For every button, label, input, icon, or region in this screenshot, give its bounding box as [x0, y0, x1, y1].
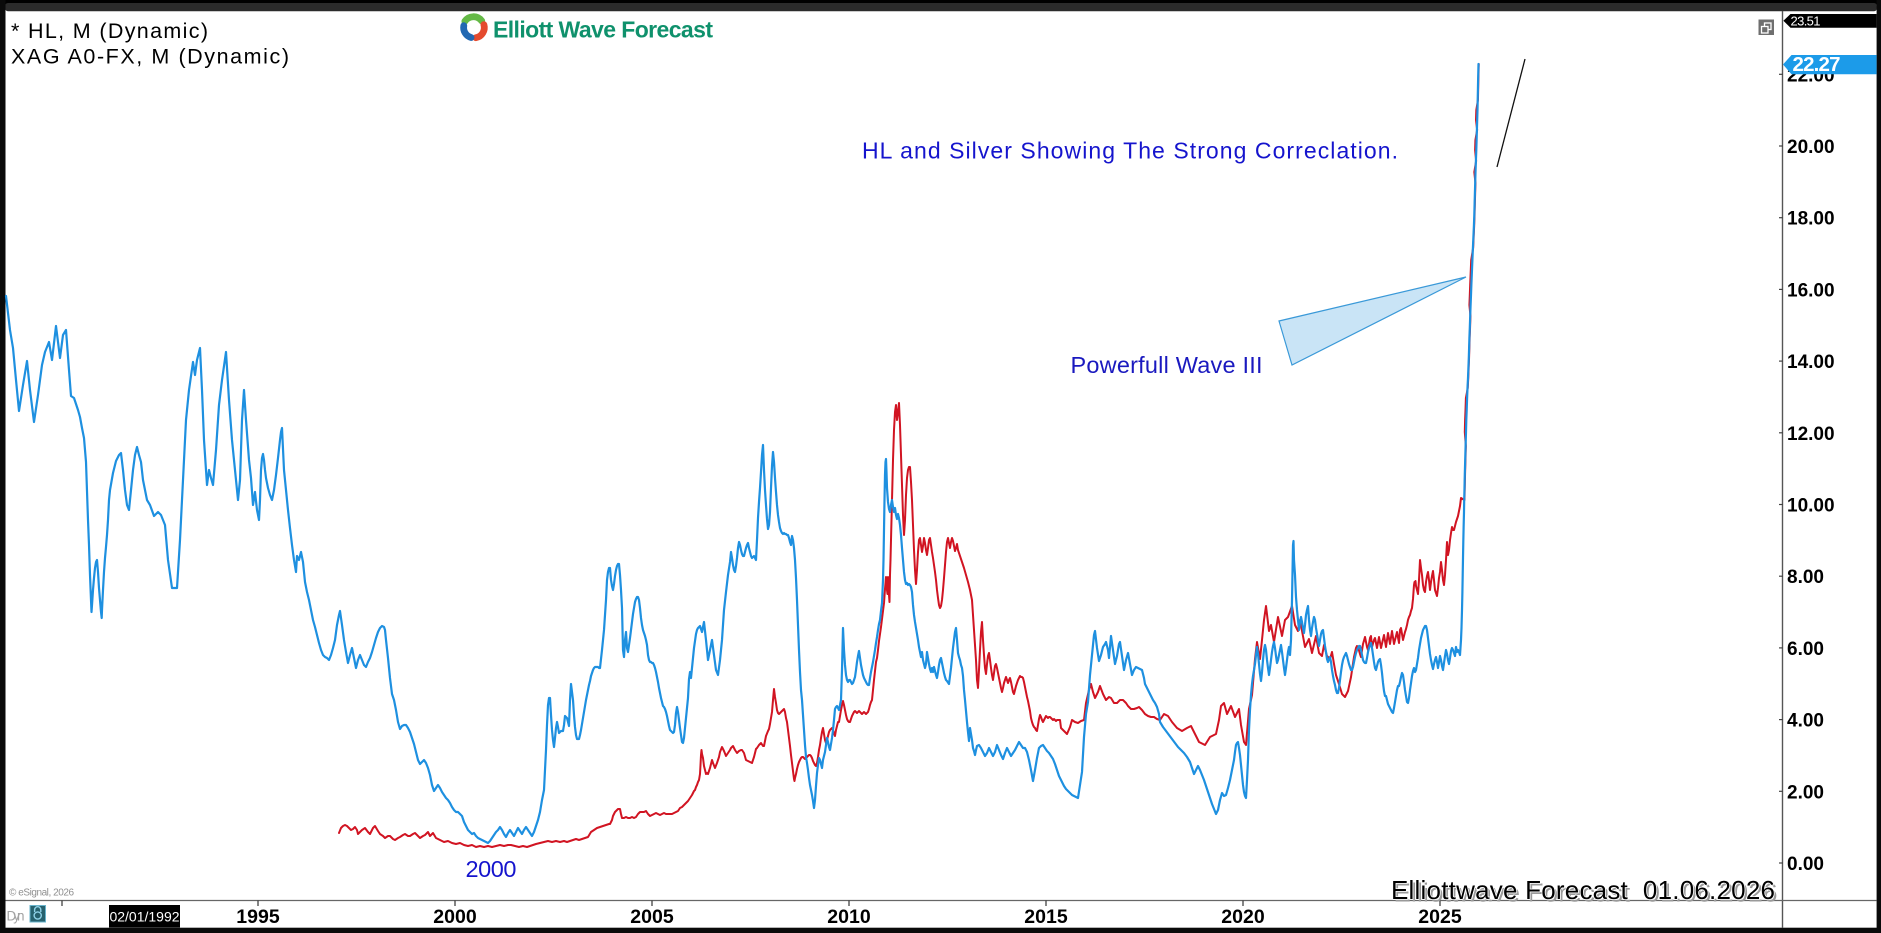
- svg-text:4.00: 4.00: [1787, 711, 1824, 732]
- svg-text:16.00: 16.00: [1787, 280, 1835, 301]
- svg-text:Dyn: Dyn: [7, 909, 25, 924]
- svg-text:10.00: 10.00: [1787, 496, 1835, 517]
- svg-text:2000: 2000: [433, 906, 477, 928]
- svg-text:2010: 2010: [827, 906, 871, 928]
- svg-text:Elliottwave Forecast 01.06.20: Elliottwave Forecast 01.06.2026: [1391, 875, 1775, 905]
- svg-text:2005: 2005: [630, 906, 674, 928]
- svg-text:23.51: 23.51: [1791, 13, 1821, 28]
- svg-text:22.27: 22.27: [1793, 53, 1841, 76]
- svg-text:8.00: 8.00: [1787, 567, 1824, 588]
- svg-text:2025: 2025: [1418, 906, 1462, 928]
- svg-text:* HL, M (Dynamic): * HL, M (Dynamic): [11, 19, 208, 43]
- svg-text:2020: 2020: [1221, 906, 1265, 928]
- svg-text:12.00: 12.00: [1787, 424, 1835, 445]
- svg-text:© eSignal, 2026: © eSignal, 2026: [9, 888, 74, 899]
- svg-text:1995: 1995: [236, 906, 280, 928]
- svg-text:2.00: 2.00: [1787, 782, 1824, 803]
- svg-text:Elliott Wave Forecast: Elliott Wave Forecast: [493, 16, 713, 42]
- svg-text:Elliottwave Forecast 01.06.20: Elliottwave Forecast 01.06.2026: [1394, 878, 1778, 908]
- svg-text:02/01/1992: 02/01/1992: [109, 909, 179, 925]
- svg-text:Powerfull Wave III: Powerfull Wave III: [1071, 352, 1263, 378]
- svg-text:20.00: 20.00: [1787, 137, 1835, 158]
- svg-text:HL and Silver Showing The Stro: HL and Silver Showing The Strong Correcl…: [862, 138, 1398, 164]
- svg-text:2000: 2000: [466, 856, 517, 882]
- svg-text:0.00: 0.00: [1787, 854, 1824, 875]
- svg-text:6.00: 6.00: [1787, 639, 1824, 660]
- svg-text:18.00: 18.00: [1787, 209, 1835, 230]
- svg-text:14.00: 14.00: [1787, 352, 1835, 373]
- svg-text:2015: 2015: [1024, 906, 1068, 928]
